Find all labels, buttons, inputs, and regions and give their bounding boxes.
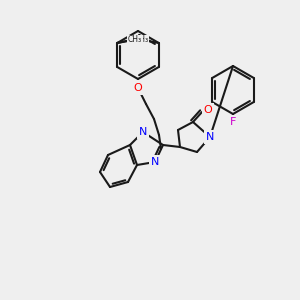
Text: CH₃: CH₃ — [128, 35, 142, 44]
Text: O: O — [134, 83, 142, 93]
Text: N: N — [151, 157, 159, 167]
Text: CH₃: CH₃ — [134, 35, 148, 44]
Text: F: F — [230, 117, 236, 127]
Text: O: O — [204, 105, 212, 115]
Text: N: N — [139, 127, 147, 137]
Text: N: N — [206, 132, 214, 142]
